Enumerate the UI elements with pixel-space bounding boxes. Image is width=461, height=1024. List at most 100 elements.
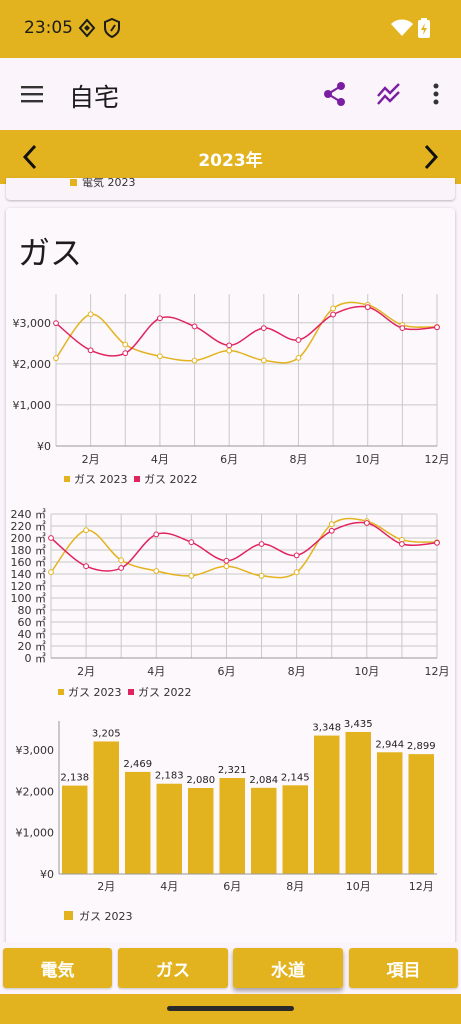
y-tick-label: 240 ㎥ (11, 508, 47, 521)
year-navigator: 2023年 (0, 130, 461, 184)
page-title: 自宅 (69, 83, 120, 112)
status-bar: 23:05 (0, 0, 461, 58)
more-vert-icon[interactable] (426, 80, 446, 108)
x-tick-label: 4月 (160, 880, 178, 893)
bar (125, 771, 151, 874)
y-tick-label: ¥1,000 (13, 399, 52, 412)
x-tick-label: 2月 (77, 665, 95, 678)
tab-gas[interactable]: ガス (118, 948, 228, 988)
bar-value-label: 2,944 (375, 739, 404, 750)
data-point (87, 311, 94, 318)
x-tick-label: 10月 (346, 880, 371, 893)
y-tick-label: 120 ㎥ (11, 580, 47, 593)
x-tick-label: 4月 (147, 665, 165, 678)
bar (408, 754, 434, 874)
x-tick-label: 12月 (425, 665, 450, 678)
x-tick-label: 8月 (286, 880, 304, 893)
legend-swatch (70, 179, 77, 186)
data-point (153, 568, 160, 574)
data-point (328, 527, 335, 534)
app-bar: 自宅 (0, 58, 461, 130)
data-point (258, 572, 265, 579)
bar-value-label: 2,080 (186, 775, 215, 786)
x-tick-label: 8月 (288, 665, 306, 678)
bar-value-label: 2,145 (281, 772, 310, 783)
x-tick-label: 12月 (425, 453, 450, 466)
shield-icon (104, 17, 120, 39)
x-tick-label: 4月 (151, 453, 169, 466)
data-point (295, 337, 302, 343)
y-tick-label: 140 ㎥ (11, 568, 47, 581)
previous-card-legend-label: 電気 2023 (82, 178, 136, 189)
y-tick-label: 100 ㎥ (11, 592, 47, 605)
tab-water[interactable]: 水道 (233, 948, 343, 988)
bar (93, 741, 119, 874)
battery-charging-icon (418, 18, 430, 38)
x-tick-label: 10月 (355, 453, 380, 466)
x-tick-label: 2月 (97, 880, 115, 893)
bar-value-label: 3,205 (92, 728, 121, 739)
data-point (188, 539, 195, 546)
y-tick-label: 60 ㎥ (18, 616, 47, 629)
y-tick-label: 180 ㎥ (11, 544, 47, 557)
bar-value-label: 2,469 (123, 759, 152, 770)
data-point (157, 353, 163, 360)
gesture-bar (0, 994, 461, 1024)
gas-cost-bar-chart: ¥0 ¥1,000 ¥2,000 ¥3,000 2,138 3,205 2,4692,183… (16, 719, 437, 923)
menu-icon[interactable] (20, 83, 44, 105)
compare-chart-icon[interactable] (375, 80, 403, 108)
y-tick-label: 0 ㎥ (25, 652, 47, 665)
tab-electricity[interactable]: 電気 (3, 948, 112, 988)
share-icon[interactable] (321, 80, 349, 108)
previous-card: 電気 2023 (6, 178, 455, 200)
tab-items[interactable]: 項目 (349, 948, 458, 988)
data-point (83, 527, 89, 534)
bar-value-label: 2,321 (218, 765, 247, 776)
status-time: 23:05 (24, 18, 73, 38)
bar (188, 787, 214, 874)
card-title: ガス (18, 234, 83, 272)
data-point (399, 325, 406, 331)
data-point (293, 569, 300, 576)
tab-gas-label: ガス (156, 960, 190, 981)
legend-swatch (134, 476, 140, 482)
gesture-handle[interactable] (167, 1006, 294, 1011)
y-tick-label: 220 ㎥ (11, 520, 47, 533)
legend-swatch (58, 689, 64, 695)
bar-value-label: 3,348 (312, 723, 341, 734)
data-point (122, 341, 129, 348)
legend-swatch (64, 476, 70, 482)
x-tick-label: 6月 (220, 453, 238, 466)
diamond-icon (78, 18, 96, 38)
legend-label: ガス 2023 (68, 686, 122, 699)
data-point (330, 311, 336, 318)
bottom-nav: 電気 ガス 水道 項目 (0, 942, 461, 994)
y-tick-label: ¥2,000 (13, 358, 52, 371)
wifi-icon (391, 19, 413, 36)
legend-swatch (64, 911, 73, 920)
data-point (295, 354, 302, 361)
bar (251, 787, 277, 874)
legend-label: ガス 2022 (138, 686, 192, 699)
bar (377, 752, 403, 874)
bar (156, 783, 182, 874)
bar-value-label: 3,435 (344, 719, 373, 730)
x-tick-label: 2月 (82, 453, 100, 466)
y-tick-label: 40 ㎥ (18, 628, 47, 641)
series-line (55, 305, 438, 357)
chevron-left-icon[interactable] (14, 140, 46, 174)
data-point (87, 347, 94, 354)
bar-value-label: 2,084 (249, 775, 278, 786)
data-point (260, 357, 267, 364)
tab-items-label: 項目 (386, 960, 421, 981)
data-point (293, 552, 300, 559)
data-point (260, 325, 267, 331)
data-point (48, 535, 54, 541)
gas-card: ガス ¥0 ¥1,000 ¥2,000 ¥3,000 2月 4月 6月 8月 10月 12月 ガス … (6, 208, 455, 948)
previous-card-legend: 電気 2023 (70, 178, 136, 190)
chevron-right-icon[interactable] (415, 140, 447, 174)
y-tick-label: ¥1,000 (16, 827, 55, 840)
data-point (153, 531, 160, 538)
data-point (328, 521, 335, 528)
